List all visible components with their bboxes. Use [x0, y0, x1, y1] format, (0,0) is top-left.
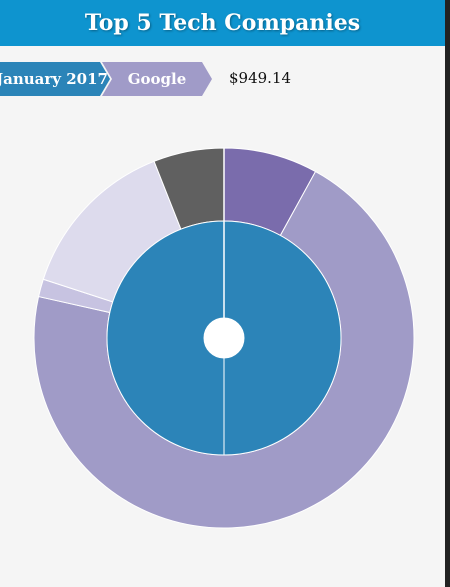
- outer-ring: [33, 147, 415, 529]
- breadcrumb: January 2017 Google: [0, 62, 212, 96]
- breadcrumb-date-label: January 2017: [0, 70, 108, 88]
- center-hole[interactable]: [204, 318, 244, 358]
- window-border: [445, 0, 450, 587]
- breadcrumb-item-company[interactable]: Google: [102, 62, 212, 96]
- selected-value: $949.14: [229, 69, 292, 87]
- breadcrumb-company-shape: [102, 62, 212, 96]
- breadcrumb-company-label: Google: [128, 70, 187, 88]
- page-title: Top 5 Tech Companies: [0, 0, 445, 46]
- breadcrumb-date-shape: [0, 62, 110, 96]
- breadcrumb-item-date[interactable]: January 2017: [0, 62, 110, 96]
